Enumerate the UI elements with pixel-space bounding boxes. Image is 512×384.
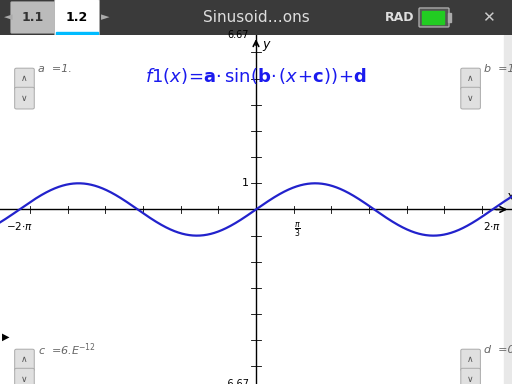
Text: $-2{\cdot}\pi$: $-2{\cdot}\pi$: [6, 220, 33, 232]
Text: 6.67: 6.67: [228, 30, 249, 40]
Bar: [448, 13, 451, 22]
Text: RAD: RAD: [385, 11, 415, 24]
Text: x: x: [506, 190, 512, 203]
FancyBboxPatch shape: [419, 8, 449, 27]
Text: ✕: ✕: [482, 10, 495, 25]
Text: d  =0.: d =0.: [484, 345, 512, 355]
Text: -6.67: -6.67: [224, 379, 249, 384]
FancyBboxPatch shape: [15, 349, 34, 371]
FancyBboxPatch shape: [11, 2, 55, 33]
Text: ∨: ∨: [467, 94, 474, 103]
Text: $\frac{\pi}{3}$: $\frac{\pi}{3}$: [294, 220, 301, 239]
FancyBboxPatch shape: [461, 87, 480, 109]
Text: 1.1: 1.1: [22, 11, 44, 24]
Text: ▶: ▶: [2, 332, 9, 342]
Text: ∧: ∧: [467, 355, 474, 364]
FancyBboxPatch shape: [15, 87, 34, 109]
Text: y: y: [263, 38, 270, 51]
Text: Sinusoid…ons: Sinusoid…ons: [203, 10, 309, 25]
FancyBboxPatch shape: [15, 68, 34, 90]
Text: $2{\cdot}\pi$: $2{\cdot}\pi$: [483, 220, 502, 232]
Text: b  =1.: b =1.: [484, 64, 512, 74]
Text: ∧: ∧: [467, 74, 474, 83]
FancyBboxPatch shape: [461, 68, 480, 90]
FancyBboxPatch shape: [15, 368, 34, 384]
Text: ∨: ∨: [467, 375, 474, 384]
FancyBboxPatch shape: [54, 0, 99, 35]
FancyBboxPatch shape: [461, 368, 480, 384]
Text: $f1(x)\!=\!\mathbf{a}{\cdot}\,\mathrm{sin}(\mathbf{b}{\cdot}\,(x\!+\!\mathbf{c}): $f1(x)\!=\!\mathbf{a}{\cdot}\,\mathrm{si…: [145, 66, 367, 86]
Bar: [422, 11, 444, 24]
Text: ∧: ∧: [21, 74, 28, 83]
Text: ◄: ◄: [4, 12, 12, 23]
Bar: [56, 33, 98, 35]
Text: ∨: ∨: [21, 375, 28, 384]
Text: 1: 1: [242, 178, 249, 188]
Text: c  =6.E$^{-12}$: c =6.E$^{-12}$: [38, 342, 96, 358]
Text: ∨: ∨: [21, 94, 28, 103]
Text: ►: ►: [101, 12, 110, 23]
Text: 1.2: 1.2: [66, 11, 88, 24]
Text: a  =1.: a =1.: [38, 64, 72, 74]
Text: ∧: ∧: [21, 355, 28, 364]
FancyBboxPatch shape: [461, 349, 480, 371]
Bar: [504, 35, 512, 384]
